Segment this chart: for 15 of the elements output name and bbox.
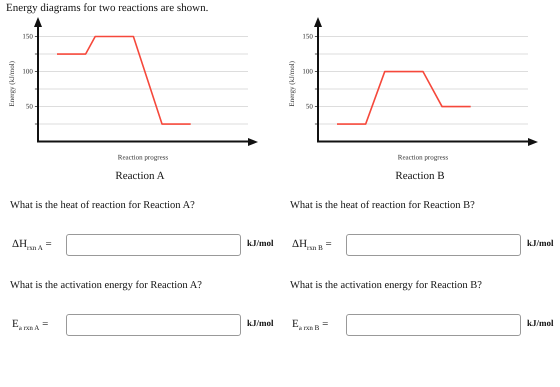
text: What is the activation energy for Reaction B? [290, 280, 482, 291]
text: E$_{a rxn B}$ = [292, 318, 328, 332]
chart-title: Energy diagrams for two reactions are shown. [6, 2, 208, 14]
text: Reaction B [394, 170, 446, 182]
text: kJ/mol [247, 238, 274, 248]
text: What is the activation energy for Reaction A? [10, 280, 202, 291]
text: What is the heat of reaction for Reaction B? [290, 200, 475, 211]
text: What is the heat of reaction for Reaction A? [10, 200, 195, 211]
text: ΔH$_{rxn A}$ = [12, 238, 52, 252]
text: Reaction A [114, 170, 166, 182]
text: kJ/mol [527, 238, 554, 248]
text: kJ/mol [247, 318, 274, 328]
text: E$_{a rxn A}$ = [12, 318, 48, 332]
text: kJ/mol [527, 318, 554, 328]
text: ΔH$_{rxn B}$ = [292, 238, 332, 252]
